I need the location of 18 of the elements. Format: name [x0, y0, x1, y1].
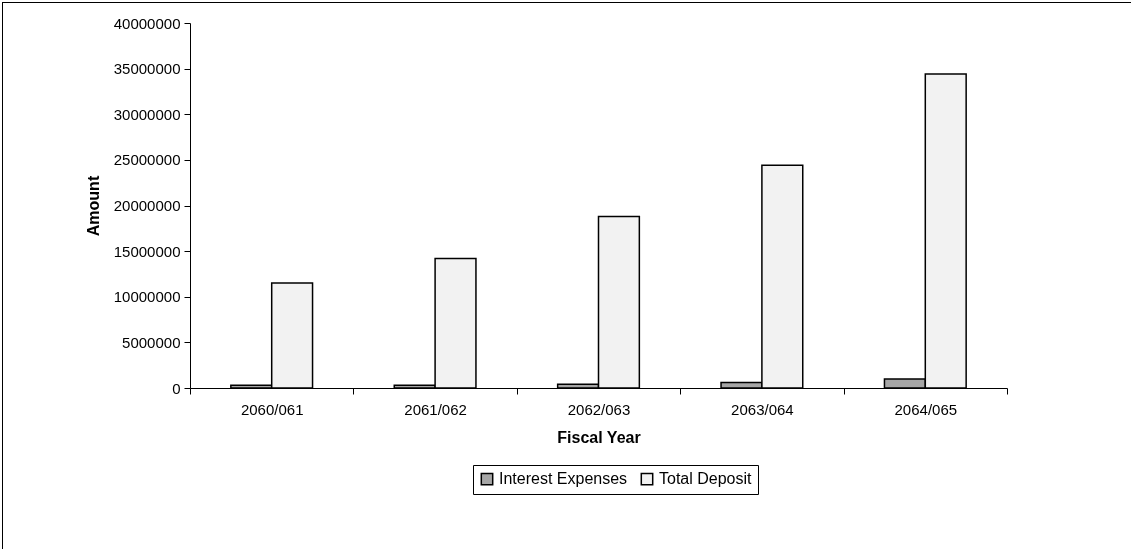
x-tick-label: 2064/065 — [894, 400, 958, 418]
x-axis-title: Fiscal Year — [557, 428, 641, 446]
y-tick-label: 20000000 — [113, 197, 181, 214]
y-tick-label: 5000000 — [122, 333, 181, 351]
y-tick-label: 35000000 — [113, 60, 181, 78]
x-tick-label: 2061/062 — [404, 400, 467, 418]
x-tick-label: 2060/061 — [240, 400, 304, 418]
y-tick-label: 0 — [172, 379, 181, 397]
y-tick-label: 30000000 — [113, 105, 181, 123]
y-tick-label: 10000000 — [113, 288, 181, 306]
x-tick-label: 2063/064 — [731, 400, 794, 418]
x-tick-label: 2062/063 — [567, 400, 631, 418]
y-tick-label: 25000000 — [113, 151, 181, 169]
legend-label: Interest Expenses — [499, 470, 628, 488]
legend-label: Total Deposit — [659, 470, 753, 488]
y-tick-label: 15000000 — [113, 242, 181, 260]
y-axis-title: Amount — [84, 175, 102, 237]
y-tick-label: 40000000 — [113, 14, 181, 32]
